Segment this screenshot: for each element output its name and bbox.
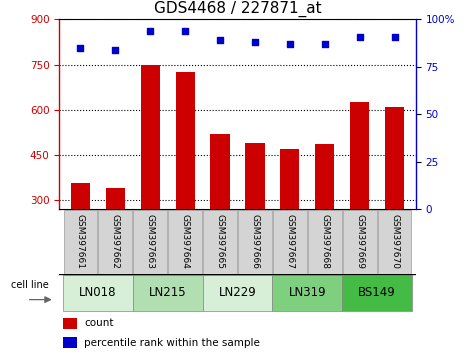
Text: GSM397669: GSM397669 [355,214,364,269]
FancyBboxPatch shape [64,210,97,274]
Text: LN319: LN319 [288,286,326,299]
Point [146,28,154,34]
Point [391,34,399,39]
Bar [210,134,229,290]
Text: GSM397666: GSM397666 [250,214,259,269]
Bar [350,102,370,290]
Point [251,39,259,45]
Text: cell line: cell line [11,280,48,290]
Text: percentile rank within the sample: percentile rank within the sample [85,337,260,348]
FancyBboxPatch shape [343,210,377,274]
Point [216,38,224,43]
Text: GSM397662: GSM397662 [111,214,120,269]
Bar [71,183,90,290]
FancyBboxPatch shape [308,210,342,274]
Bar [280,149,300,290]
Bar [141,64,160,290]
Bar [315,144,334,290]
Text: GSM397664: GSM397664 [180,214,190,269]
Text: BS149: BS149 [358,286,396,299]
Title: GDS4468 / 227871_at: GDS4468 / 227871_at [154,0,321,17]
Text: GSM397663: GSM397663 [146,214,155,269]
Text: LN215: LN215 [149,286,187,299]
Bar [246,143,265,290]
Point [286,41,294,47]
Text: LN229: LN229 [218,286,256,299]
FancyBboxPatch shape [203,210,237,274]
Bar [385,107,404,290]
Text: GSM397661: GSM397661 [76,214,85,269]
Bar [63,318,77,329]
Point [112,47,119,53]
FancyBboxPatch shape [273,275,342,311]
Point [356,34,363,39]
Text: count: count [85,318,114,329]
Text: GSM397670: GSM397670 [390,214,399,269]
Text: GSM397667: GSM397667 [285,214,294,269]
FancyBboxPatch shape [202,275,273,311]
Bar [175,72,195,290]
FancyBboxPatch shape [133,275,202,311]
FancyBboxPatch shape [342,275,412,311]
FancyBboxPatch shape [168,210,202,274]
FancyBboxPatch shape [238,210,272,274]
FancyBboxPatch shape [63,275,133,311]
FancyBboxPatch shape [133,210,167,274]
Text: LN018: LN018 [79,286,116,299]
Bar [105,188,125,290]
Point [321,41,329,47]
Point [76,45,84,51]
Text: GSM397665: GSM397665 [216,214,225,269]
Text: GSM397668: GSM397668 [320,214,329,269]
Point [181,28,189,34]
FancyBboxPatch shape [378,210,411,274]
Bar [63,337,77,348]
FancyBboxPatch shape [98,210,132,274]
FancyBboxPatch shape [273,210,307,274]
